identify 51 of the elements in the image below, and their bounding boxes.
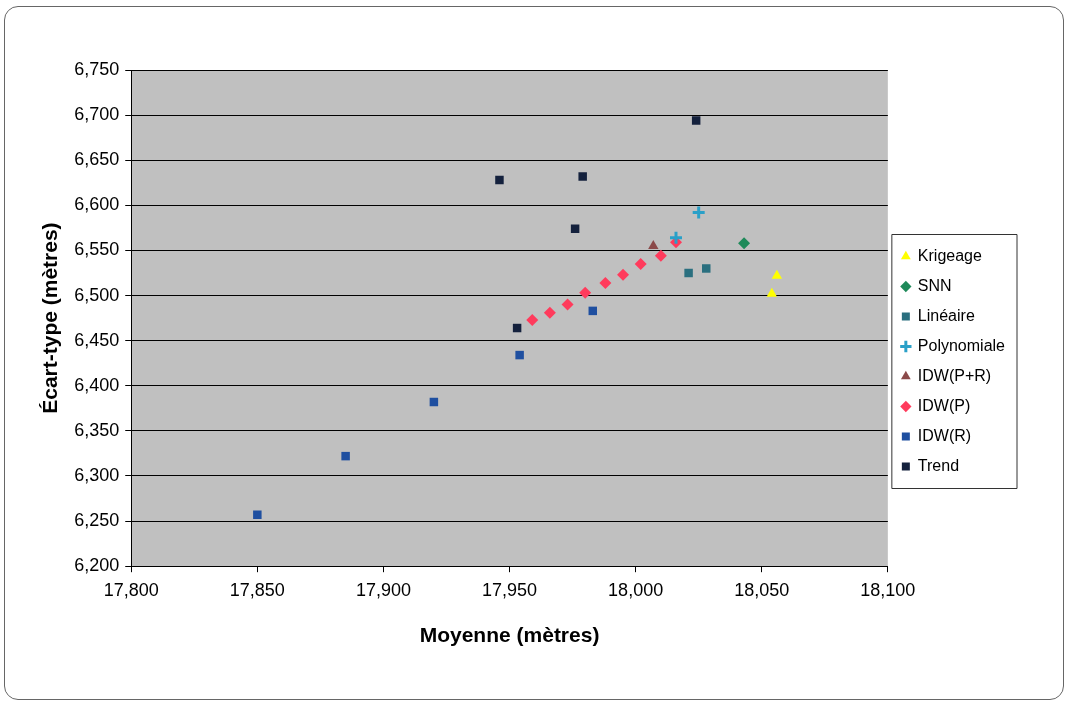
- point: [691, 205, 707, 221]
- point: [691, 116, 701, 125]
- legend-label: Trend: [917, 456, 960, 474]
- legend-label: IDW(P+R): [917, 366, 992, 384]
- y-tick-label: 6,750: [74, 58, 120, 79]
- point: [738, 237, 751, 250]
- y-tick-label: 6,700: [74, 104, 120, 125]
- point: [526, 313, 539, 326]
- point: [561, 298, 574, 311]
- y-tick-label: 6,650: [74, 149, 120, 170]
- legend-label: SNN: [917, 276, 952, 294]
- point: [578, 172, 587, 181]
- point: [766, 287, 778, 297]
- point: [599, 276, 612, 289]
- point: [702, 264, 711, 273]
- y-tick-label: 6,250: [74, 510, 120, 531]
- legend-label: IDW(R): [917, 426, 972, 444]
- legend-label: Polynomiale: [917, 336, 1006, 354]
- y-tick-label: 6,450: [74, 329, 120, 350]
- point: [654, 249, 667, 262]
- y-tick-label: 6,350: [74, 419, 120, 440]
- point: [341, 451, 350, 461]
- x-tick-label: 17,900: [355, 579, 411, 600]
- point: [253, 510, 262, 520]
- point: [668, 230, 684, 246]
- legend-label: Krigeage: [917, 246, 982, 264]
- y-tick-label: 6,600: [74, 194, 120, 215]
- point: [648, 239, 659, 249]
- x-tick-label: 17,850: [229, 579, 285, 600]
- point: [495, 175, 504, 185]
- x-axis-title: Moyenne (mètres): [419, 623, 600, 647]
- y-tick-label: 6,200: [74, 555, 120, 576]
- x-tick-label: 18,000: [608, 579, 664, 600]
- point: [515, 350, 524, 360]
- x-tick-label: 18,100: [860, 579, 916, 600]
- point: [543, 306, 556, 319]
- point: [771, 269, 783, 279]
- x-tick-label: 17,950: [482, 579, 538, 600]
- legend-label: IDW(P): [917, 396, 971, 414]
- legend-label: Linéaire: [917, 306, 975, 324]
- y-tick-label: 6,400: [74, 374, 120, 395]
- point: [617, 268, 630, 281]
- y-tick-label: 6,550: [74, 239, 120, 260]
- y-tick-label: 6,300: [74, 464, 120, 485]
- x-tick-label: 17,800: [103, 579, 159, 600]
- y-tick-label: 6,500: [74, 284, 120, 305]
- point: [579, 286, 592, 299]
- y-axis-title: Écart-type (mètres): [38, 222, 62, 414]
- point: [684, 268, 693, 278]
- point: [634, 257, 647, 270]
- x-tick-label: 18,050: [734, 579, 790, 600]
